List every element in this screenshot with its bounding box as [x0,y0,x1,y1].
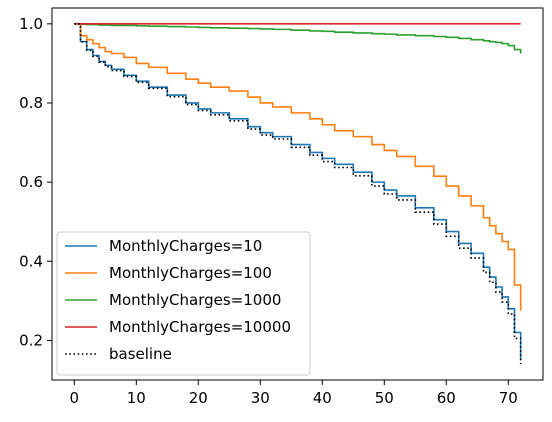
x-tick-label: 60 [437,389,456,407]
y-tick-label: 0.2 [19,331,43,349]
y-tick-label: 0.6 [19,173,43,191]
plot-frame [51,7,544,381]
legend-box [56,231,311,376]
y-tick-label: 0.4 [19,252,43,270]
legend: MonthlyCharges=10 MonthlyCharges=100 Month… [56,231,311,376]
series-line-2 [74,23,522,54]
x-tick-label: 40 [313,389,332,407]
x-tick-label: 0 [70,389,80,407]
x-axis: 0 10 20 30 40 50 60 70 [70,380,518,407]
x-tick-label: 50 [375,389,394,407]
legend-label: MonthlyCharges=10 [109,237,262,255]
x-tick-label: 30 [251,389,270,407]
legend-label: baseline [109,345,172,363]
legend-label: MonthlyCharges=10000 [109,318,291,336]
legend-label: MonthlyCharges=1000 [109,291,281,309]
x-tick-label: 20 [189,389,208,407]
x-tick-label: 70 [499,389,518,407]
x-tick-label: 10 [127,389,146,407]
y-tick-label: 0.8 [19,94,43,112]
series-layer [74,23,522,365]
series-line-1 [74,23,522,311]
y-tick-label: 1.0 [19,15,43,33]
legend-label: MonthlyCharges=100 [109,264,272,282]
y-axis: 0.2 0.4 0.6 0.8 1.0 [19,15,52,349]
